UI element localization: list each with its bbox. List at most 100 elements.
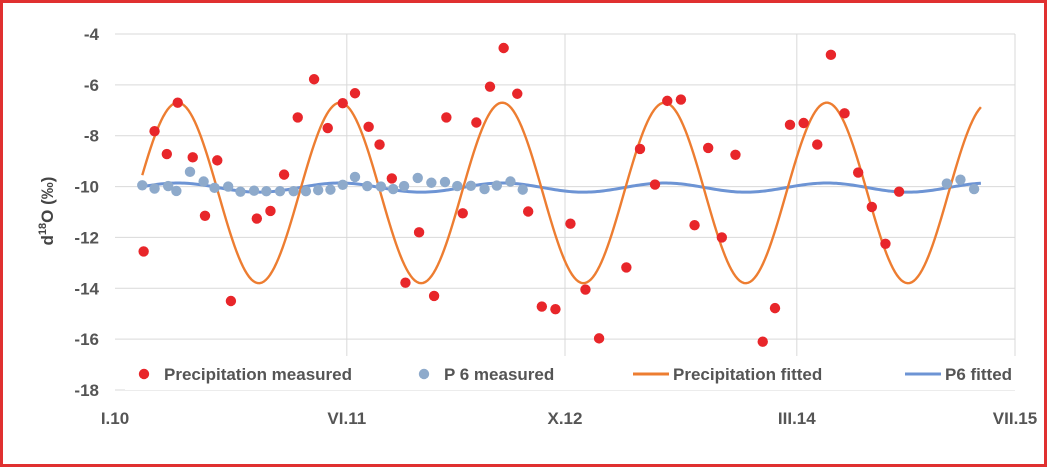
data-point-precip-measured <box>757 336 768 347</box>
legend-marker-p6-measured <box>418 368 430 380</box>
data-point-p6-measured <box>398 180 410 192</box>
data-point-precip-measured <box>522 206 534 217</box>
data-point-p6-measured <box>955 174 966 185</box>
data-point-precip-measured <box>565 218 576 229</box>
data-point-precip-measured <box>225 295 237 307</box>
x-axis-ticks: I.10 VI.11 X.12 III.14 VII.15 <box>101 409 1037 428</box>
y-tick-label: -10 <box>74 178 99 197</box>
data-point-precip-measured <box>730 149 741 160</box>
data-point-precip-measured <box>662 95 673 107</box>
data-point-precip-measured <box>374 139 385 150</box>
data-point-precip-measured <box>784 119 796 130</box>
y-tick-label: -8 <box>84 127 99 146</box>
data-point-p6-measured <box>412 172 423 184</box>
x-tick-label: VI.11 <box>327 409 366 428</box>
data-point-precip-measured <box>702 142 714 154</box>
y-tick-label: -4 <box>84 25 100 44</box>
data-point-p6-measured <box>248 185 260 196</box>
data-point-p6-measured <box>337 179 348 190</box>
y-tick-label: -18 <box>74 381 99 400</box>
data-point-precip-measured <box>161 148 173 160</box>
data-point-precip-measured <box>322 122 333 134</box>
data-point-precip-measured <box>349 88 361 99</box>
data-point-p6-measured <box>288 185 299 197</box>
data-point-p6-measured <box>209 182 220 194</box>
data-point-p6-measured <box>505 176 516 187</box>
data-point-precip-measured <box>634 143 646 155</box>
chart: -4 -6 -8 -10 -12 -14 -16 -18 I.10 VI.11 X.12 III.1… <box>37 25 1037 428</box>
data-point-p6-measured <box>452 180 463 192</box>
data-point-precip-measured <box>893 186 905 197</box>
data-point-precip-measured <box>812 139 823 150</box>
data-point-precip-measured <box>441 112 452 123</box>
data-point-p6-measured <box>968 183 980 195</box>
data-point-precip-measured <box>839 108 850 119</box>
data-point-precip-measured <box>621 262 632 273</box>
data-point-p6-measured <box>362 180 373 192</box>
data-point-precip-measured <box>278 169 290 180</box>
legend-marker-precip-measured <box>138 368 150 380</box>
data-point-precip-measured <box>138 246 149 257</box>
data-point-p6-measured <box>162 180 174 192</box>
data-point-p6-measured <box>149 183 160 194</box>
y-tick-label: -12 <box>74 228 99 247</box>
grid <box>115 33 1016 391</box>
data-point-precip-measured <box>428 290 440 302</box>
data-point-precip-measured <box>484 81 496 92</box>
data-point-precip-measured <box>512 88 523 99</box>
x-tick-label: X.12 <box>548 409 583 428</box>
data-point-precip-measured <box>866 201 878 213</box>
data-point-precip-measured <box>251 213 263 224</box>
x-tick-label: VII.15 <box>993 409 1037 428</box>
y-tick-label: -14 <box>74 279 99 298</box>
y-axis-title: d18O (‰) <box>37 177 57 246</box>
y-axis-title-sup: 18 <box>37 223 49 235</box>
data-point-p6-measured <box>325 184 336 195</box>
measured-points <box>137 42 980 347</box>
data-point-precip-measured <box>580 284 591 295</box>
data-point-p6-measured <box>517 184 528 195</box>
data-point-precip-measured <box>187 152 198 163</box>
data-point-p6-measured <box>439 176 451 188</box>
data-point-precip-measured <box>172 97 183 108</box>
data-point-p6-measured <box>387 183 399 195</box>
data-point-p6-measured <box>426 177 437 188</box>
legend-background <box>125 356 1031 390</box>
data-point-p6-measured <box>137 180 148 191</box>
data-point-precip-measured <box>149 125 160 137</box>
data-point-precip-measured <box>716 232 728 243</box>
data-point-precip-measured <box>536 301 548 312</box>
y-axis-title-rest: O (‰) <box>38 177 57 223</box>
data-point-precip-measured <box>852 167 864 178</box>
data-point-precip-measured <box>769 302 781 314</box>
data-point-precip-measured <box>675 94 687 105</box>
data-point-precip-measured <box>308 74 320 85</box>
legend: Precipitation measured P 6 measured Precip… <box>125 356 1031 390</box>
data-point-precip-measured <box>880 238 891 249</box>
data-point-p6-measured <box>349 171 361 183</box>
legend-label: P6 fitted <box>945 365 1012 384</box>
x-tick-label: I.10 <box>101 409 129 428</box>
data-point-p6-measured <box>312 184 324 196</box>
data-point-p6-measured <box>235 186 246 197</box>
data-point-precip-measured <box>413 227 425 238</box>
data-point-p6-measured <box>222 181 234 192</box>
data-point-p6-measured <box>941 178 953 189</box>
data-point-precip-measured <box>457 208 468 219</box>
data-point-precip-measured <box>400 277 411 288</box>
data-point-p6-measured <box>171 185 182 197</box>
y-tick-label: -6 <box>84 76 99 95</box>
data-point-precip-measured <box>386 173 398 184</box>
data-point-p6-measured <box>198 176 209 187</box>
data-point-p6-measured <box>491 180 503 191</box>
data-point-precip-measured <box>337 97 348 109</box>
data-point-precip-measured <box>649 179 661 190</box>
legend-label: P 6 measured <box>444 365 554 384</box>
data-point-precip-measured <box>471 117 482 128</box>
data-point-p6-measured <box>375 181 387 192</box>
data-point-precip-measured <box>265 205 276 217</box>
x-tick-label: III.14 <box>778 409 816 428</box>
data-point-precip-measured <box>292 112 303 123</box>
data-point-p6-measured <box>465 180 477 192</box>
